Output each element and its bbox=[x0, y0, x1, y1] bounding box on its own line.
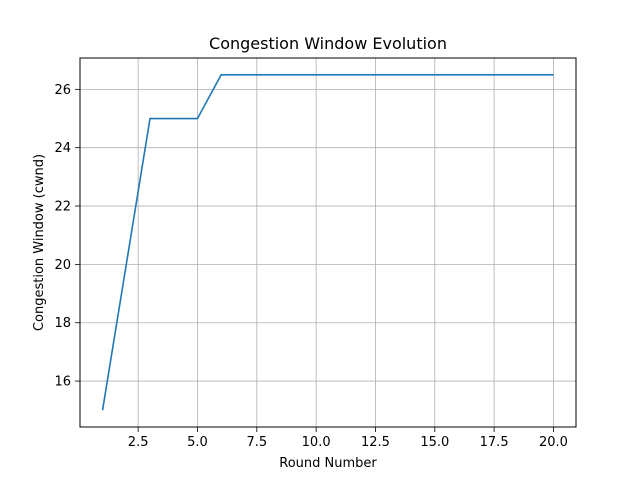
x-ticks: 2.5 5.0 7.5 10.0 12.5 15.0 17.5 20.0 bbox=[128, 427, 568, 450]
y-tick-label: 18 bbox=[54, 316, 71, 331]
x-tick-label: 10.0 bbox=[302, 435, 331, 450]
y-tick-label: 16 bbox=[54, 375, 71, 390]
x-tick-label: 17.5 bbox=[480, 435, 509, 450]
y-axis-label: Congestion Window (cwnd) bbox=[32, 154, 47, 331]
x-tick-label: 2.5 bbox=[128, 435, 149, 450]
chart-title: Congestion Window Evolution bbox=[209, 34, 447, 53]
series-line bbox=[101, 73, 554, 411]
y-ticks: 16 18 20 22 24 26 bbox=[54, 83, 80, 390]
x-tick-label: 12.5 bbox=[361, 435, 390, 450]
y-tick-label: 20 bbox=[54, 258, 71, 273]
y-tick-label: 26 bbox=[54, 83, 71, 98]
x-tick-label: 7.5 bbox=[246, 435, 267, 450]
y-tick-label: 24 bbox=[54, 141, 71, 156]
x-axis-label: Round Number bbox=[279, 456, 377, 471]
y-tick-label: 22 bbox=[54, 200, 71, 215]
x-tick-label: 20.0 bbox=[539, 435, 568, 450]
x-tick-label: 15.0 bbox=[420, 435, 449, 450]
plot-frame bbox=[79, 57, 577, 428]
x-tick-label: 5.0 bbox=[187, 435, 208, 450]
grid bbox=[80, 58, 576, 427]
series-layer bbox=[101, 73, 554, 411]
